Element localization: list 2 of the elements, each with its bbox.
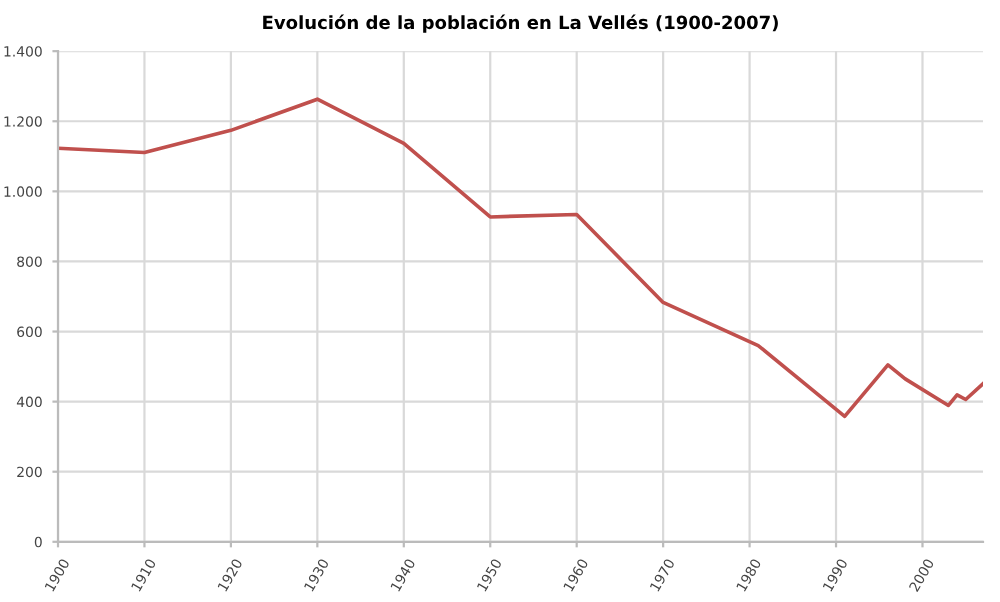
chart-title: Evolución de la población en La Vellés (1900-2007) <box>263 14 778 33</box>
line-series <box>58 97 983 419</box>
